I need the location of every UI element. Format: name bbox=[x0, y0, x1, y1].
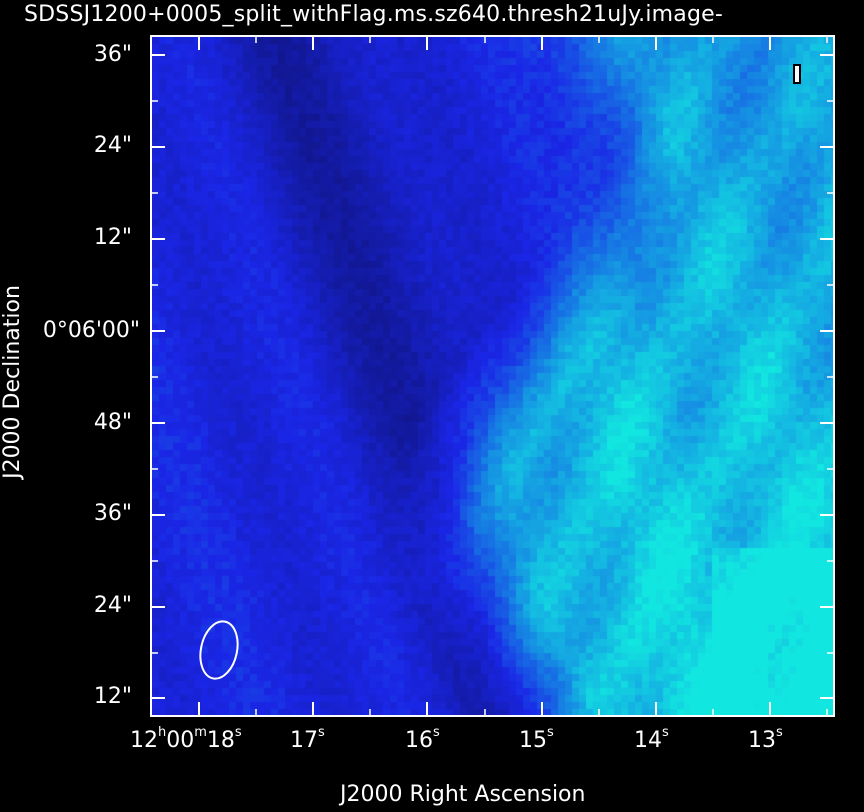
marker-icon bbox=[793, 64, 801, 84]
x-tick-label: 17s bbox=[290, 725, 325, 753]
radio-image-canvas bbox=[152, 37, 833, 715]
y-tick-label: 36" bbox=[93, 42, 132, 67]
y-axis-label: J2000 Declination bbox=[0, 285, 25, 479]
image-plot-area[interactable] bbox=[150, 35, 835, 717]
x-tick-label: 13s bbox=[748, 725, 783, 753]
x-tick-label: 14s bbox=[634, 725, 669, 753]
y-tick-label: 48" bbox=[93, 410, 132, 435]
x-tick-label: 15s bbox=[519, 725, 554, 753]
y-tick-label: 12" bbox=[93, 225, 132, 250]
y-tick-label: 0°06'00" bbox=[42, 318, 140, 343]
x-axis-label: J2000 Right Ascension bbox=[340, 782, 586, 807]
x-tick-label: 16s bbox=[405, 725, 440, 753]
y-tick-label: 24" bbox=[93, 593, 132, 618]
y-tick-label: 36" bbox=[93, 501, 132, 526]
y-tick-label: 12" bbox=[93, 684, 132, 709]
x-tick-label: 12h00m18s bbox=[130, 725, 242, 753]
image-title: SDSSJ1200+0005_split_withFlag.ms.sz640.t… bbox=[24, 2, 724, 27]
y-tick-label: 24" bbox=[93, 133, 132, 158]
